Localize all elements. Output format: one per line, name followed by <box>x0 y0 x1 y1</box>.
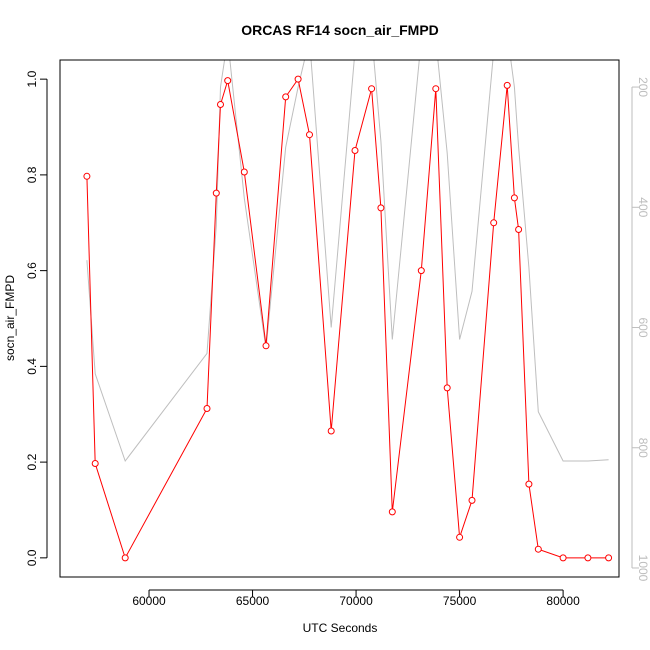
right-axis-tick-label: 200 <box>636 77 650 97</box>
data-point <box>121 554 129 562</box>
data-point <box>490 219 498 227</box>
x-tick-label: 80000 <box>546 594 580 608</box>
data-point <box>510 194 518 202</box>
y-tick-label: 0.8 <box>25 166 39 183</box>
data-point <box>351 147 359 154</box>
x-axis: 60000 65000 70000 75000 80000 <box>132 589 580 608</box>
y-tick-label: 1.0 <box>25 70 39 87</box>
right-axis: 200 400 600 800 1000 <box>631 77 650 582</box>
data-point <box>240 168 248 176</box>
red-series-layer <box>83 75 613 562</box>
x-tick-label: 65000 <box>236 594 270 608</box>
x-axis-label: UTC Seconds <box>303 621 378 635</box>
data-point <box>224 77 232 85</box>
x-tick-label: 70000 <box>339 594 373 608</box>
y-tick-label: 0.0 <box>25 549 39 566</box>
data-point <box>515 226 523 233</box>
data-point <box>559 554 567 562</box>
data-point <box>432 85 440 93</box>
data-point <box>368 85 376 93</box>
data-point <box>534 545 542 553</box>
data-point <box>468 496 476 504</box>
data-point <box>584 554 592 562</box>
data-point <box>377 204 385 212</box>
y-tick-label: 0.6 <box>25 262 39 279</box>
data-point <box>525 480 533 488</box>
y-tick-label: 0.4 <box>25 358 39 375</box>
data-point <box>388 508 396 516</box>
data-point <box>327 427 335 435</box>
right-axis-tick-label: 400 <box>636 197 650 217</box>
data-point <box>262 342 270 350</box>
data-point <box>217 101 224 108</box>
chart-title: ORCAS RF14 socn_air_FMPD <box>241 22 439 38</box>
data-point <box>294 75 302 83</box>
gray-series-layer <box>86 60 609 463</box>
data-point <box>282 93 290 101</box>
gray-series-line <box>86 60 609 463</box>
data-point <box>456 533 464 541</box>
data-point <box>443 384 451 392</box>
data-point <box>605 554 613 562</box>
right-axis-tick-label: 1000 <box>636 555 650 582</box>
data-point <box>83 172 91 180</box>
data-point <box>203 405 211 412</box>
data-point <box>212 189 220 197</box>
y-axis: 0.0 0.2 0.4 0.6 0.8 1.0 <box>25 70 48 566</box>
y-axis-label: socn_air_FMPD <box>3 275 17 361</box>
data-point <box>306 131 313 139</box>
plot-frame <box>59 59 620 578</box>
data-point <box>91 460 99 467</box>
right-axis-tick-label: 600 <box>636 317 650 337</box>
right-axis-tick-label: 800 <box>636 438 650 458</box>
x-tick-label: 60000 <box>132 594 166 608</box>
data-point <box>417 267 425 275</box>
y-tick-label: 0.2 <box>25 453 39 470</box>
data-point <box>503 81 511 89</box>
x-tick-label: 75000 <box>443 594 477 608</box>
